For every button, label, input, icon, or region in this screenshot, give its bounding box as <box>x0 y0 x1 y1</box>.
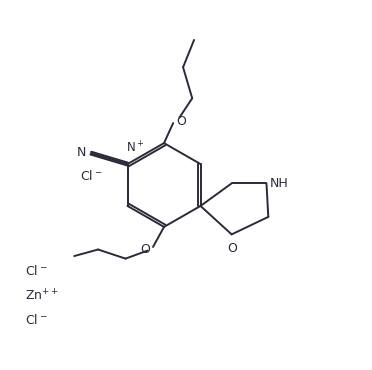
Text: Cl$^-$: Cl$^-$ <box>25 313 47 327</box>
Text: N$^+$: N$^+$ <box>126 141 144 156</box>
Text: Zn$^{++}$: Zn$^{++}$ <box>25 289 59 304</box>
Text: O: O <box>176 115 186 128</box>
Text: O: O <box>140 243 150 256</box>
Text: N: N <box>77 145 86 158</box>
Text: O: O <box>227 242 237 255</box>
Text: Cl$^-$: Cl$^-$ <box>80 169 102 183</box>
Text: Cl$^-$: Cl$^-$ <box>25 264 47 278</box>
Text: NH: NH <box>269 177 288 190</box>
